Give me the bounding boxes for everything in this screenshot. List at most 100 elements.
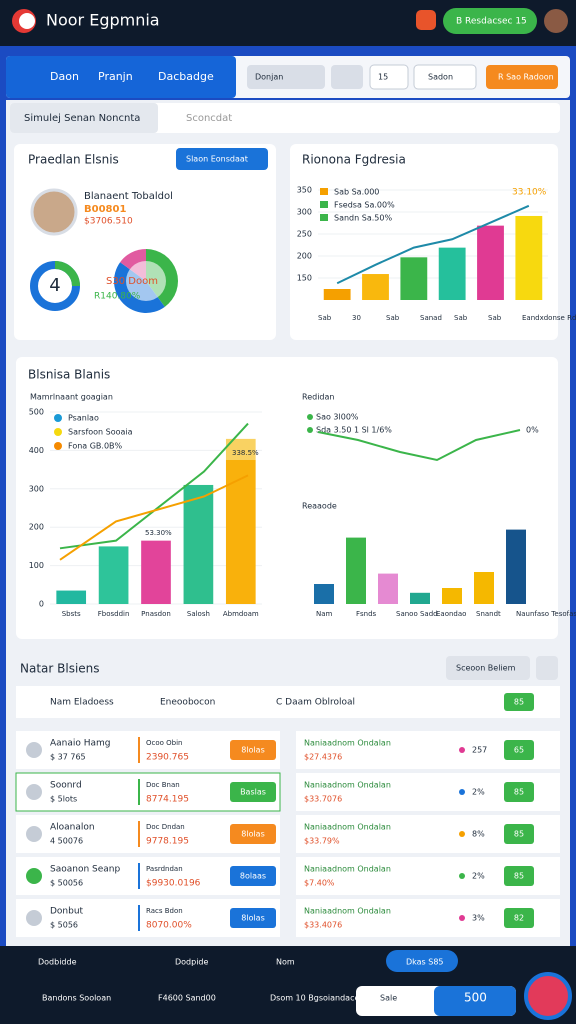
bar [98, 546, 129, 604]
x-tick-label: Eandxdonse Rdmmotzi [522, 314, 576, 322]
x-tick-label: Eaondao [436, 610, 466, 618]
badge-label: 85 [514, 872, 524, 881]
app-title: Noor Egpmnia [46, 11, 160, 30]
y-tick-label: 400 [29, 446, 44, 455]
panel-button[interactable] [176, 148, 268, 170]
search-tab-label: Simulej Senan Noncnta [24, 113, 140, 124]
bar [183, 484, 214, 604]
nav-tab: Daon [50, 70, 79, 83]
x-tick-label: Sab [454, 314, 468, 322]
y-tick-label: 200 [29, 523, 44, 532]
table-header-cell: C Daam Oblroloal [276, 698, 355, 708]
action-button[interactable] [486, 65, 558, 89]
badge-label: 65 [514, 746, 524, 755]
search-placeholder: Sconcdat [186, 113, 232, 124]
donut-sub: R140.80% [94, 292, 141, 302]
bottom-value[interactable] [434, 986, 516, 1016]
ring-value: 4 [49, 275, 60, 296]
row-sub: $ 5lots [50, 795, 77, 804]
dropdown-label: Sadon [428, 73, 453, 82]
badge-label: 8olaas [240, 872, 266, 881]
x-tick-label: 30 [352, 314, 361, 322]
x-tick-label: Fbosddin [98, 610, 130, 618]
y-tick-label: 500 [29, 408, 44, 417]
legend-label: Fona GB.0B% [68, 442, 123, 451]
data-label: 53.30% [145, 529, 172, 537]
accent [138, 821, 140, 847]
bar [378, 573, 398, 604]
y-tick-label: 250 [297, 230, 312, 239]
bar [442, 588, 462, 604]
legend-swatch [307, 427, 313, 433]
avatar [30, 188, 78, 236]
row-code: Doc Dndan [146, 823, 185, 831]
row-code: Ocoo Obin [146, 739, 182, 747]
bar [506, 529, 526, 604]
nav-tab: Dacbadge [158, 70, 214, 83]
accent [138, 737, 140, 763]
dropdown[interactable] [369, 64, 409, 90]
primary-button[interactable] [443, 8, 537, 34]
status-dot [459, 789, 465, 795]
dropdown-label: 15 [378, 73, 388, 82]
table-menu[interactable] [536, 656, 558, 680]
search-tab[interactable] [10, 103, 158, 133]
y-tick-label: 200 [297, 252, 312, 261]
dropdown[interactable] [331, 65, 363, 89]
legend-label: Sandn Sa.50% [334, 214, 392, 223]
badge [504, 693, 534, 711]
x-tick-label: Sanad [420, 314, 442, 322]
accent [138, 863, 140, 889]
x-tick-label: Sbsts [62, 610, 81, 618]
legend-swatch [307, 414, 313, 420]
row-code: Doc Bnan [146, 781, 180, 789]
notification-button[interactable] [416, 10, 436, 30]
legend-label: Sao 3l00% [316, 413, 359, 422]
legend-swatch [320, 188, 328, 195]
row-name: Aloanalon [50, 823, 95, 833]
data-label: 33.10% [512, 188, 547, 198]
badge [504, 866, 534, 886]
y-tick-label: 150 [297, 274, 312, 283]
x-tick-label: Sab [386, 314, 400, 322]
badge-label: 85 [514, 830, 524, 839]
badge-label: 8lolas [241, 746, 265, 755]
badge-label: 8lolas [241, 830, 265, 839]
badge [504, 908, 534, 928]
status-dot [459, 831, 465, 837]
fab[interactable] [524, 972, 572, 1020]
user-avatar[interactable] [544, 9, 568, 33]
legend-swatch [54, 442, 62, 450]
footer-item: F4600 Sand00 [158, 994, 216, 1003]
table-button[interactable] [446, 656, 530, 680]
profile-detail: $3706.510 [84, 217, 133, 227]
bottom-pill[interactable] [386, 950, 458, 972]
row-value: $33.4076 [304, 921, 342, 930]
table-header-cell: Eneoobocon [160, 698, 215, 708]
row-icon [26, 826, 42, 842]
row-name: Aanaio Hamg [50, 739, 111, 749]
row-amount: $9930.0196 [146, 879, 201, 889]
footer-item: Dodpide [175, 958, 209, 967]
badge [230, 740, 276, 760]
table-header [16, 686, 560, 718]
panel-title: Rionona Fgdresia [302, 153, 406, 167]
row-value: $33.7076 [304, 795, 342, 804]
filter-button[interactable] [413, 64, 477, 90]
badge-label: 82 [514, 914, 524, 923]
badge [504, 740, 534, 760]
dropdown[interactable] [247, 65, 325, 89]
row-code: Pasrdndan [146, 865, 183, 873]
badge-label: 8lolas [241, 914, 265, 923]
y-tick-label: 300 [297, 208, 312, 217]
x-tick-label: Abmdoam [223, 610, 259, 618]
row-pct: 2% [472, 872, 485, 881]
row-sub: $ 50056 [50, 879, 83, 888]
button-label: B Resdacsec 15 [456, 17, 527, 27]
row-pct: 3% [472, 914, 485, 923]
x-tick-label: Sanoo Sadd [396, 610, 438, 618]
panel-title: Blsnisa Blanis [28, 368, 110, 382]
row-pct: 2% [472, 788, 485, 797]
chart-subtitle: Redidan [302, 393, 334, 402]
